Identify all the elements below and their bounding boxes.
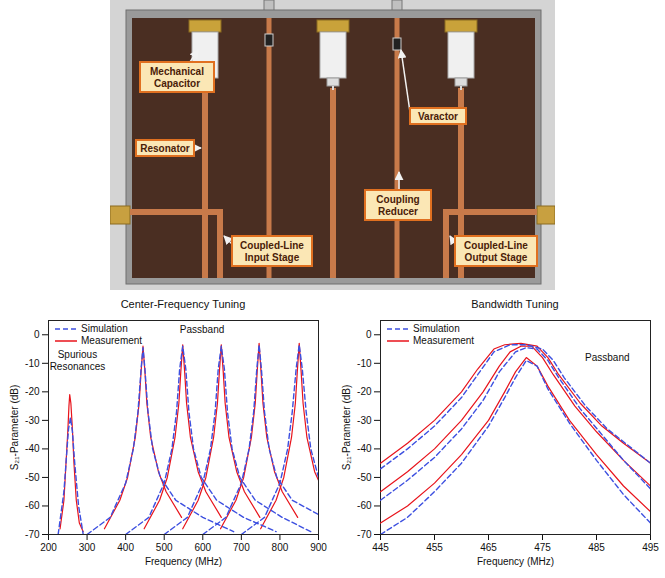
- svg-text:900: 900: [310, 542, 327, 553]
- svg-text:Passband: Passband: [585, 352, 629, 363]
- svg-text:Coupling: Coupling: [376, 194, 419, 205]
- svg-text:485: 485: [588, 542, 605, 553]
- svg-text:Frequency (MHz): Frequency (MHz): [145, 556, 222, 567]
- svg-text:Varactor: Varactor: [418, 111, 458, 122]
- svg-text:-10: -10: [25, 358, 40, 369]
- svg-text:Coupled-Line: Coupled-Line: [464, 240, 528, 251]
- svg-text:Resonator: Resonator: [140, 143, 190, 154]
- svg-text:-40: -40: [357, 443, 372, 454]
- svg-text:-30: -30: [25, 415, 40, 426]
- svg-text:Passband: Passband: [180, 324, 224, 335]
- svg-text:Mechanical: Mechanical: [150, 66, 204, 77]
- svg-text:-20: -20: [25, 386, 40, 397]
- svg-text:500: 500: [156, 542, 173, 553]
- svg-text:Input Stage: Input Stage: [245, 252, 300, 263]
- html-text:Measurement: Measurement: [413, 335, 475, 346]
- svg-text:Capacitor: Capacitor: [154, 78, 200, 89]
- svg-text:-20: -20: [357, 386, 372, 397]
- html-text:Measurement: Measurement: [81, 335, 143, 346]
- svg-text:0: 0: [34, 329, 40, 340]
- svg-text:-50: -50: [357, 472, 372, 483]
- svg-text:SpuriousResonances: SpuriousResonances: [50, 349, 106, 372]
- svg-text:-10: -10: [357, 358, 372, 369]
- svg-text:-70: -70: [25, 529, 40, 540]
- html-text:Simulation: Simulation: [413, 323, 460, 334]
- svg-text:465: 465: [480, 542, 497, 553]
- svg-text:300: 300: [79, 542, 96, 553]
- html-text:Bandwidth Tuning: Bandwidth Tuning: [471, 298, 559, 310]
- svg-text:200: 200: [40, 542, 57, 553]
- svg-text:-40: -40: [25, 443, 40, 454]
- html-text:Center-Frequency Tuning: Center-Frequency Tuning: [120, 298, 246, 310]
- svg-text:Output Stage: Output Stage: [465, 252, 528, 263]
- html-text:Simulation: Simulation: [81, 323, 128, 334]
- svg-text:445: 445: [372, 542, 389, 553]
- svg-text:Coupled-Line: Coupled-Line: [240, 240, 304, 251]
- svg-text:Reducer: Reducer: [378, 206, 418, 217]
- svg-text:475: 475: [534, 542, 551, 553]
- svg-text:Frequency (MHz): Frequency (MHz): [477, 556, 554, 567]
- svg-text:-60: -60: [25, 500, 40, 511]
- svg-text:800: 800: [272, 542, 289, 553]
- svg-text:600: 600: [194, 542, 211, 553]
- svg-text:S₂₁-Parameter (dB): S₂₁-Parameter (dB): [341, 385, 352, 471]
- svg-text:700: 700: [233, 542, 250, 553]
- svg-text:-60: -60: [357, 500, 372, 511]
- svg-text:-70: -70: [357, 529, 372, 540]
- svg-text:-50: -50: [25, 472, 40, 483]
- svg-text:-30: -30: [357, 415, 372, 426]
- svg-text:400: 400: [117, 542, 134, 553]
- svg-text:0: 0: [366, 329, 372, 340]
- svg-text:495: 495: [642, 542, 659, 553]
- svg-text:S₂₁-Parameter (dB): S₂₁-Parameter (dB): [9, 385, 20, 471]
- svg-text:455: 455: [426, 542, 443, 553]
